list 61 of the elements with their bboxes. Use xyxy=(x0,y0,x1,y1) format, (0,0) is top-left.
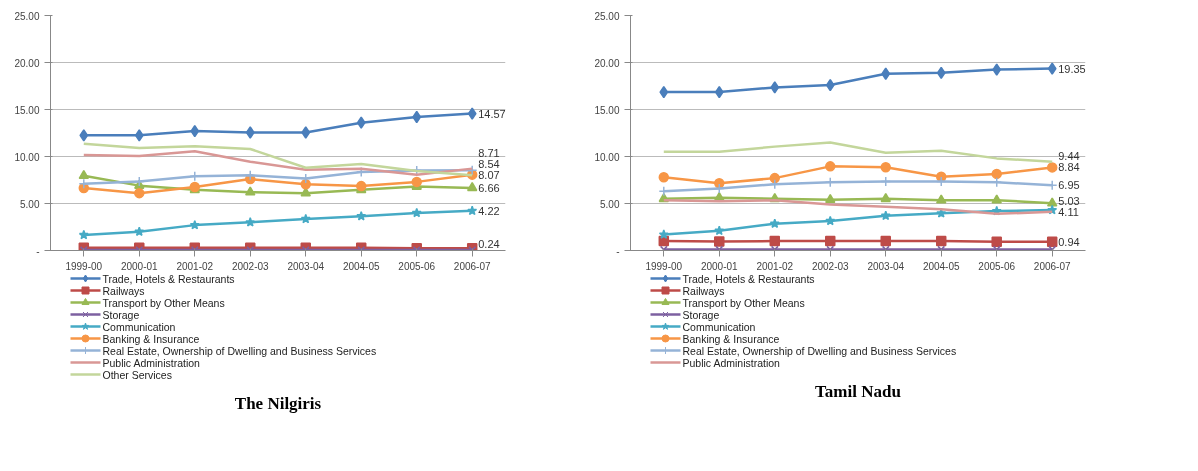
legend-label: Railways xyxy=(682,284,725,297)
text: The Nilgiris xyxy=(234,393,322,413)
y-tick-label: 5.00 xyxy=(20,198,40,210)
y-tick-label: 25.00 xyxy=(14,10,40,22)
x-tick-label: 2006-07 xyxy=(453,260,491,272)
y-tick-label: - xyxy=(616,245,620,257)
legend-label: Real Estate, Ownership of Dwelling and Business Services xyxy=(682,344,957,357)
legend-label: Public Administration xyxy=(102,356,201,369)
data-label: 8.07 xyxy=(478,168,500,181)
data-label: 8.71 xyxy=(478,146,500,159)
legend-label: Banking & Insurance xyxy=(102,332,200,345)
x-tick-label: 2000-01 xyxy=(700,260,739,272)
x-tick-label: 1999-00 xyxy=(65,260,103,272)
legend-label: Public Administration xyxy=(682,356,781,369)
text: Tamil Nadu xyxy=(815,381,901,401)
legend-label: Transport by Other Means xyxy=(102,296,225,309)
y-tick-label: 10.00 xyxy=(594,151,620,163)
y-tick-label: 15.00 xyxy=(14,104,40,116)
data-label: 6.95 xyxy=(1058,179,1080,192)
x-tick-label: 2001-02 xyxy=(176,260,214,272)
x-tick-label: 2005-06 xyxy=(398,260,436,272)
x-tick-label: 2003-04 xyxy=(287,260,325,272)
legend-label: Communication xyxy=(682,320,756,333)
x-tick-label: 2002-03 xyxy=(811,260,850,272)
x-tick-label: 2001-02 xyxy=(756,260,794,272)
legend-label: Trade, Hotels & Restaurants xyxy=(102,272,235,285)
data-label: 19.35 xyxy=(1058,62,1086,75)
data-label: 0.24 xyxy=(478,237,500,250)
y-tick-label: 20.00 xyxy=(14,57,40,69)
legend-label: Banking & Insurance xyxy=(682,332,780,345)
y-tick-label: - xyxy=(36,245,40,257)
x-tick-label: 2004-05 xyxy=(922,260,961,272)
y-tick-label: 15.00 xyxy=(594,104,620,116)
legend-label: Railways xyxy=(102,284,145,297)
data-label: 8.54 xyxy=(478,157,500,170)
x-tick-label: 1999-00 xyxy=(645,260,683,272)
y-tick-label: 25.00 xyxy=(594,10,620,22)
data-label: 8.84 xyxy=(1058,161,1080,174)
legend-label: Trade, Hotels & Restaurants xyxy=(682,272,815,285)
x-tick-label: 2004-05 xyxy=(342,260,381,272)
x-tick-label: 2006-07 xyxy=(1033,260,1071,272)
data-label: 0.94 xyxy=(1058,235,1080,248)
data-label: 4.11 xyxy=(1058,205,1079,218)
data-label: 5.03 xyxy=(1058,194,1080,207)
y-tick-label: 10.00 xyxy=(14,151,40,163)
legend-label: Communication xyxy=(102,320,176,333)
data-label: 9.44 xyxy=(1058,150,1080,163)
x-tick-label: 2003-04 xyxy=(867,260,905,272)
legend-label: Other Services xyxy=(102,368,172,381)
x-tick-label: 2000-01 xyxy=(120,260,159,272)
y-tick-label: 5.00 xyxy=(600,198,620,210)
legend-label: Storage xyxy=(102,308,140,321)
x-tick-label: 2002-03 xyxy=(231,260,270,272)
legend-label: Transport by Other Means xyxy=(682,296,805,309)
data-label: 4.22 xyxy=(478,204,500,217)
y-tick-label: 20.00 xyxy=(594,57,620,69)
x-tick-label: 2005-06 xyxy=(978,260,1016,272)
legend-label: Real Estate, Ownership of Dwelling and Business Services xyxy=(102,344,377,357)
data-label: 14.57 xyxy=(478,107,506,120)
legend-label: Storage xyxy=(682,308,720,321)
data-label: 6.66 xyxy=(478,181,500,194)
